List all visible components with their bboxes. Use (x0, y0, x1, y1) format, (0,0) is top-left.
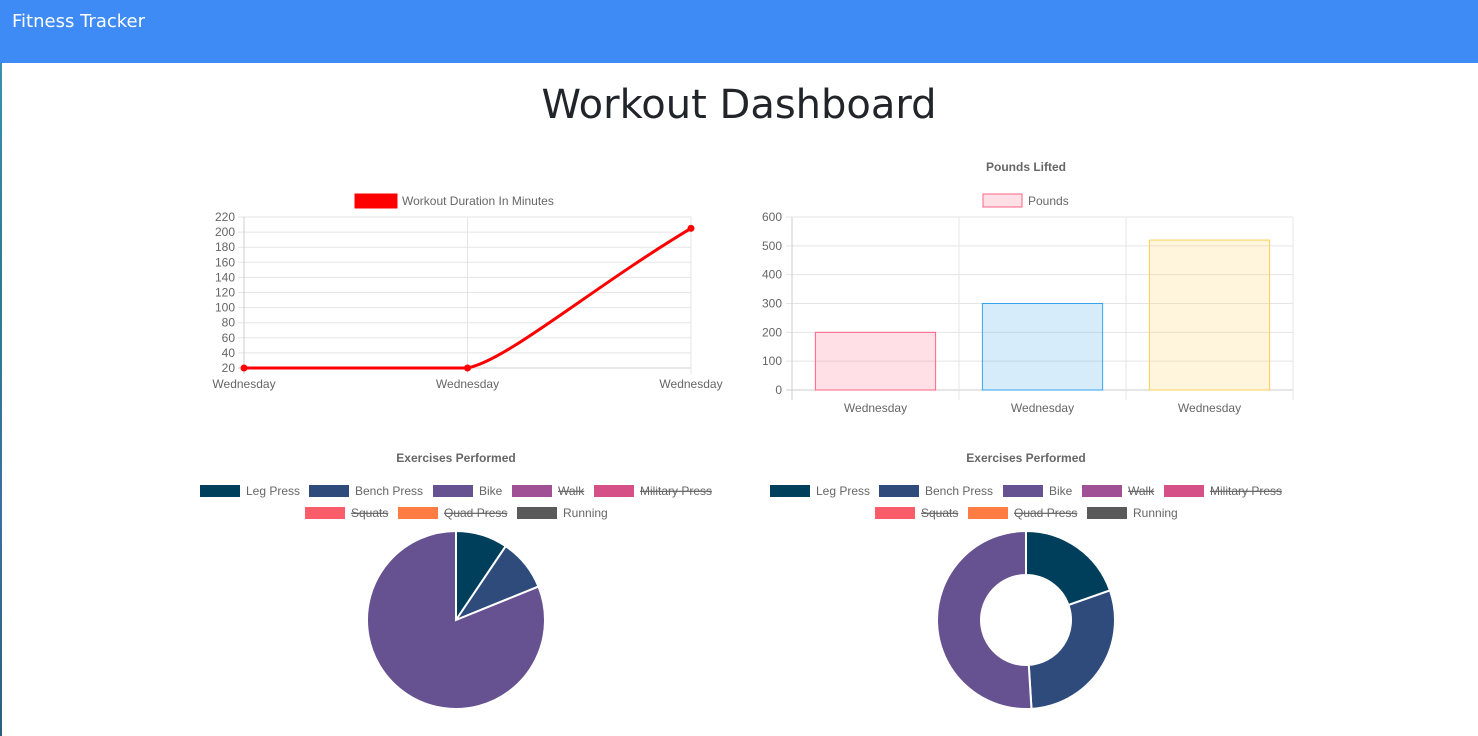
page-title: Workout Dashboard (541, 82, 937, 128)
x-tick-label: Wednesday (844, 401, 907, 415)
data-point[interactable] (687, 224, 695, 232)
legend-swatch[interactable] (354, 193, 398, 209)
chart-title: Exercises Performed (396, 451, 515, 465)
y-tick-label: 0 (775, 383, 782, 397)
legend-label[interactable]: Squats (351, 506, 388, 520)
legend-swatch[interactable] (770, 485, 810, 497)
legend-label[interactable]: Running (1133, 506, 1178, 520)
x-tick-label: Wednesday (436, 377, 499, 391)
legend-swatch[interactable] (982, 193, 1023, 208)
y-tick-label: 140 (215, 270, 235, 284)
legend-swatch[interactable] (594, 485, 634, 497)
y-tick-label: 500 (762, 239, 782, 253)
legend-label[interactable]: Military Press (1210, 484, 1282, 498)
y-tick-label: 200 (762, 325, 782, 339)
legend-label[interactable]: Pounds (1028, 194, 1069, 208)
legend-swatch[interactable] (1003, 485, 1043, 497)
slice[interactable] (936, 529, 1033, 710)
legend-label[interactable]: Squats (921, 506, 958, 520)
legend-label[interactable]: Bench Press (355, 484, 423, 498)
slice[interactable] (1027, 589, 1116, 710)
legend-swatch[interactable] (968, 507, 1008, 519)
legend-label[interactable]: Workout Duration In Minutes (402, 194, 554, 208)
legend-swatch[interactable] (1082, 485, 1122, 497)
bar[interactable] (1148, 239, 1271, 391)
x-tick-label: Wednesday (1178, 401, 1241, 415)
x-tick-label: Wednesday (212, 377, 275, 391)
legend-label[interactable]: Leg Press (816, 484, 870, 498)
legend-swatch[interactable] (305, 507, 345, 519)
y-tick-label: 100 (762, 354, 782, 368)
window-edge (0, 63, 2, 736)
legend-label[interactable]: Bike (1049, 484, 1073, 498)
legend-label[interactable]: Running (563, 506, 608, 520)
bar[interactable] (981, 303, 1104, 391)
legend-label[interactable]: Quad Press (1014, 506, 1077, 520)
y-tick-label: 220 (215, 210, 235, 224)
y-tick-label: 300 (762, 297, 782, 311)
legend-swatch[interactable] (1087, 507, 1127, 519)
y-tick-label: 20 (222, 361, 236, 375)
x-tick-label: Wednesday (1011, 401, 1074, 415)
series-line (244, 227, 692, 370)
y-tick-label: 60 (222, 331, 236, 345)
y-tick-label: 600 (762, 210, 782, 224)
navbar-brand[interactable]: Fitness Tracker (12, 11, 145, 32)
slice[interactable] (366, 529, 546, 710)
legend-label[interactable]: Leg Press (246, 484, 300, 498)
legend-swatch[interactable] (879, 485, 919, 497)
y-tick-label: 200 (215, 225, 235, 239)
legend-swatch[interactable] (517, 507, 557, 519)
legend-swatch[interactable] (433, 485, 473, 497)
data-point[interactable] (464, 364, 471, 372)
data-point[interactable] (240, 364, 248, 372)
navbar: Fitness Tracker (0, 0, 1478, 63)
chart-title: Pounds Lifted (986, 160, 1066, 174)
y-tick-label: 80 (222, 316, 236, 330)
legend-label[interactable]: Bench Press (925, 484, 993, 498)
legend-label[interactable]: Walk (1128, 484, 1155, 498)
y-tick-label: 100 (215, 301, 235, 315)
y-tick-label: 400 (762, 268, 782, 282)
legend-swatch[interactable] (1164, 485, 1204, 497)
legend-swatch[interactable] (398, 507, 438, 519)
y-tick-label: 180 (215, 240, 235, 254)
y-tick-label: 160 (215, 255, 235, 269)
bar[interactable] (814, 331, 937, 391)
legend-label[interactable]: Military Press (640, 484, 712, 498)
legend-swatch[interactable] (875, 507, 915, 519)
chart-title: Exercises Performed (966, 451, 1085, 465)
x-tick-label: Wednesday (659, 377, 722, 391)
legend-swatch[interactable] (200, 485, 240, 497)
legend-label[interactable]: Quad Press (444, 506, 507, 520)
legend-label[interactable]: Walk (558, 484, 585, 498)
y-tick-label: 120 (215, 286, 235, 300)
legend-swatch[interactable] (309, 485, 349, 497)
y-tick-label: 40 (222, 346, 236, 360)
legend-swatch[interactable] (512, 485, 552, 497)
legend-label[interactable]: Bike (479, 484, 503, 498)
